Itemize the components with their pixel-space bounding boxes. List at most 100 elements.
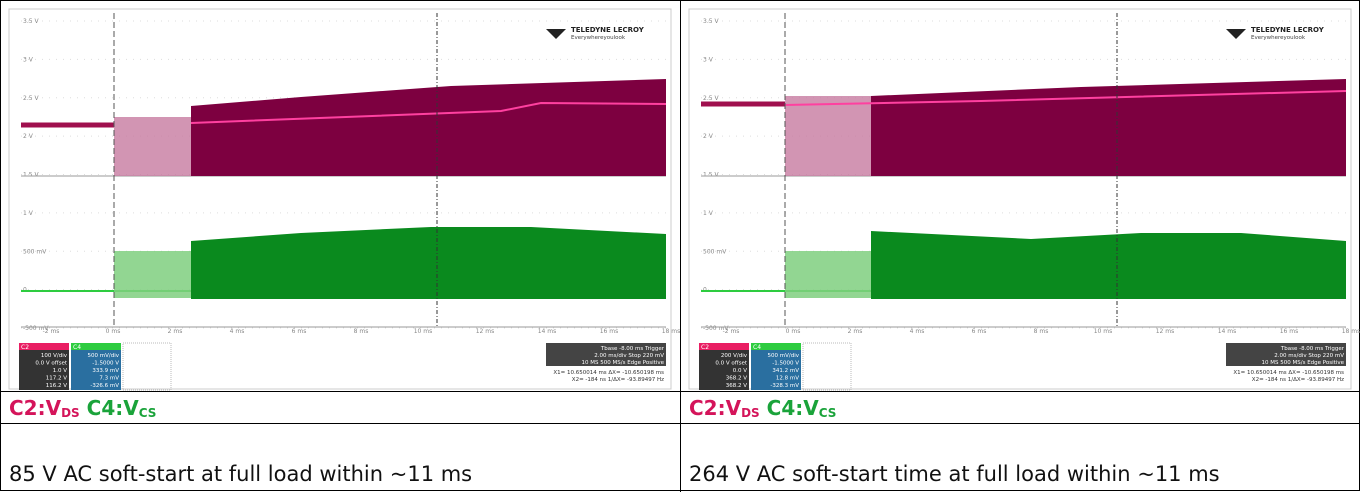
c4-line: 12.8 mV — [776, 376, 799, 382]
c2-envelope — [871, 79, 1346, 176]
c4-soft — [114, 251, 191, 298]
c2-line: 0.0 V offset — [35, 361, 67, 367]
c4: C4:V — [766, 396, 819, 420]
x-label: 2 ms — [168, 328, 183, 335]
x-label: 16 ms — [600, 328, 619, 335]
logo: TELEDYNE LECROY — [1251, 26, 1325, 34]
caption: 85 V AC soft-start at full load within ~… — [1, 424, 681, 492]
c4-envelope — [871, 231, 1346, 299]
c4-title: C4 — [753, 344, 761, 351]
c4-line: 500 mV/div — [88, 353, 120, 359]
tbase-box — [546, 343, 666, 366]
c4-line: -1.5000 V — [92, 361, 119, 367]
c4-line: 333.9 mV — [92, 368, 119, 374]
x-label: 12 ms — [476, 328, 495, 335]
cursor-line: X2= -184 ns 1/ΔX= -93.89497 Hz — [1252, 377, 1344, 383]
x-label: 6 ms — [972, 328, 987, 335]
screen-frame — [688, 8, 1352, 390]
c2-line: 368.2 V — [726, 376, 747, 382]
y-label: 1.5 V — [703, 172, 719, 179]
channel-label: C2:VDS C4:VCS — [681, 392, 1360, 424]
tagline: Everywhereyoulook — [1251, 35, 1306, 41]
c2-line: 200 V/div — [721, 353, 748, 359]
y-label: 1.5 V — [23, 172, 39, 179]
x-label: -2 ms — [43, 328, 60, 335]
y-label: 500 mV — [23, 248, 47, 255]
tbase-line: 10 MS 500 MS/s Edge Positive — [582, 360, 665, 366]
c4: C4:V — [86, 396, 139, 420]
c2-average — [784, 90, 1347, 106]
y-label: 3 V — [703, 56, 714, 63]
c2-tab — [19, 343, 69, 350]
c2-label: C2:VDS — [689, 396, 760, 420]
c4-line: 500 mV/div — [768, 353, 800, 359]
y-label: 500 mV — [703, 248, 727, 255]
x-label: 0 ms — [106, 328, 121, 335]
channel-label: C2:VDS C4:VCS — [1, 392, 681, 424]
c4-box — [71, 350, 121, 390]
tbase-line: Tbase -8.00 ms Trigger — [1280, 346, 1345, 352]
c2-label: C2:VDS — [9, 396, 80, 420]
c2: C2:V — [689, 396, 742, 420]
y-label: 2.5 V — [23, 95, 39, 102]
c2-soft — [114, 117, 191, 176]
c2: C2:V — [9, 396, 62, 420]
c2-line: 0.0 V offset — [715, 361, 747, 367]
cursor-line: X1= 10.650014 ms ΔX= -10.650198 ms — [1233, 370, 1344, 376]
x-label: 10 ms — [414, 328, 433, 335]
y-label: 1 V — [23, 210, 34, 217]
c2-title: C2 — [21, 344, 29, 351]
c4-label: C4:VCS — [767, 396, 837, 420]
x-label: 2 ms — [848, 328, 863, 335]
x-label: 8 ms — [1034, 328, 1049, 335]
x-label: 16 ms — [1280, 328, 1299, 335]
tbase-box — [1226, 343, 1346, 366]
c4-line: 341.2 mV — [772, 368, 799, 374]
x-label: 0 ms — [786, 328, 801, 335]
c2-line: 368.2 V — [726, 383, 747, 389]
c4-tab — [751, 343, 801, 350]
tbase-line: 2.00 ms/div Stop 220 mV — [1274, 353, 1344, 359]
empty-box — [802, 342, 852, 391]
x-label: 14 ms — [538, 328, 557, 335]
c2-tab — [699, 343, 749, 350]
x-label: 4 ms — [230, 328, 245, 335]
x-label: 14 ms — [1218, 328, 1237, 335]
c4-sub: CS — [138, 406, 157, 420]
tbase-line: 2.00 ms/div Stop 220 mV — [594, 353, 664, 359]
y-label: 3.5 V — [23, 18, 39, 25]
x-label: 10 ms — [1094, 328, 1113, 335]
x-label: 18 ms — [1342, 328, 1360, 335]
y-label: 3.5 V — [703, 18, 719, 25]
logo: TELEDYNE LECROY — [571, 26, 645, 34]
c2-box — [19, 350, 69, 390]
c2-title: C2 — [701, 344, 709, 351]
c2-line: 0.0 V — [733, 368, 747, 374]
empty-box — [122, 342, 172, 391]
y-label: -500 mV — [23, 325, 49, 332]
y-label: 2 V — [23, 133, 34, 140]
c4-sub: CS — [818, 406, 837, 420]
y-label: 2.5 V — [703, 95, 719, 102]
y-label: 3 V — [23, 56, 34, 63]
y-label: 1 V — [703, 210, 714, 217]
c2-sub: DS — [741, 406, 760, 420]
c2-line: 1.0 V — [53, 368, 67, 374]
c4-box — [751, 350, 801, 390]
x-label: 8 ms — [354, 328, 369, 335]
logo-icon — [546, 29, 566, 39]
x-label: 4 ms — [910, 328, 925, 335]
x-label: -2 ms — [723, 328, 740, 335]
c4-soft — [785, 251, 871, 298]
screen-frame — [8, 8, 672, 390]
c4-label: C4:VCS — [87, 396, 157, 420]
cursor-line: X1= 10.650014 ms ΔX= -10.650198 ms — [553, 370, 664, 376]
cursor-line: X2= -184 ns 1/ΔX= -93.89497 Hz — [572, 377, 664, 383]
c2-line: 100 V/div — [41, 353, 68, 359]
c2-sub: DS — [61, 406, 80, 420]
c2-average — [190, 101, 667, 124]
